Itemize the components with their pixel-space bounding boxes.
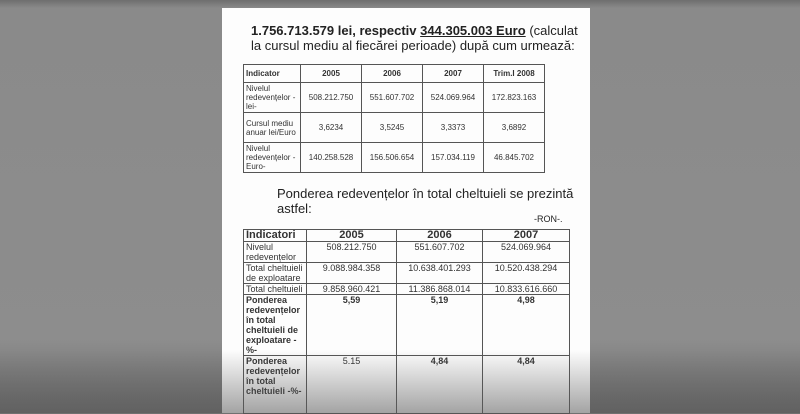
cell: 10.833.616.660 xyxy=(482,283,570,295)
cell: 5.15 xyxy=(306,355,397,414)
cell: 551.607.702 xyxy=(361,82,423,113)
cell: 524.069.964 xyxy=(482,241,570,263)
cell: 5,19 xyxy=(396,294,483,356)
header-cell: Indicatori xyxy=(243,229,307,242)
cell: 10.638.401.293 xyxy=(396,262,483,284)
row-label: Total cheltuieli xyxy=(243,283,307,295)
table-row: Ponderea redevențelor în total cheltuiel… xyxy=(243,355,570,414)
header-cell: 2006 xyxy=(361,64,423,83)
cell: 5,59 xyxy=(306,294,397,356)
cell: 3,6234 xyxy=(300,112,362,143)
row-label: Ponderea redevențelor în total cheltuiel… xyxy=(243,294,307,356)
cell: 157.034.119 xyxy=(422,142,484,173)
header-cell: 2005 xyxy=(300,64,362,83)
cell: 9.088.984.358 xyxy=(306,262,397,284)
cell: 3,6892 xyxy=(483,112,545,143)
cell: 508.212.750 xyxy=(306,241,397,263)
row-label: Nivelul redevențelor -Euro- xyxy=(243,142,301,173)
header-cell: 2005 xyxy=(306,229,397,242)
section-subtitle: Ponderea redevențelor în total cheltuiel… xyxy=(277,186,574,216)
cell: 4,84 xyxy=(396,355,483,414)
table-row: Nivelul redevențelor 508.212.750 551.607… xyxy=(243,241,570,263)
row-label: Cursul mediu anuar lei/Euro xyxy=(243,112,301,143)
intro-paragraph: 1.756.713.579 lei, respectiv 344.305.003… xyxy=(251,23,591,53)
row-label: Total cheltuieli de exploatare xyxy=(243,262,307,284)
table-row: Total cheltuieli 9.858.960.421 11.386.86… xyxy=(243,283,570,295)
share-table: Indicatori 2005 2006 2007 Nivelul redeve… xyxy=(243,229,570,414)
amount-euro: 344.305.003 Euro xyxy=(420,23,526,38)
intro-rest: (calculat la cursul mediu al fiecărei pe… xyxy=(251,23,578,53)
cell: 11.386.868.014 xyxy=(396,283,483,295)
amount-lei: 1.756.713.579 lei, xyxy=(251,23,356,38)
header-cell: 2006 xyxy=(396,229,483,242)
table-row: Nivelul redevențelor -lei- 508.212.750 5… xyxy=(243,82,545,113)
row-label: Ponderea redevențelor în total cheltuiel… xyxy=(243,355,307,414)
cell: 46.845.702 xyxy=(483,142,545,173)
table-row: Total cheltuieli de exploatare 9.088.984… xyxy=(243,262,570,284)
cell: 508.212.750 xyxy=(300,82,362,113)
cell: 3,3373 xyxy=(422,112,484,143)
cell: 140.258.528 xyxy=(300,142,362,173)
header-cell: 2007 xyxy=(422,64,484,83)
header-cell: Indicator xyxy=(243,64,301,83)
cell: 3,5245 xyxy=(361,112,423,143)
cell: 4,84 xyxy=(482,355,570,414)
cell: 9.858.960.421 xyxy=(306,283,397,295)
table-header-row: Indicatori 2005 2006 2007 xyxy=(243,229,570,242)
royalties-table: Indicator 2005 2006 2007 Trim.I 2008 Niv… xyxy=(243,64,545,173)
table-row: Nivelul redevențelor -Euro- 140.258.528 … xyxy=(243,142,545,173)
header-cell: Trim.I 2008 xyxy=(483,64,545,83)
table-header-row: Indicator 2005 2006 2007 Trim.I 2008 xyxy=(243,64,545,83)
cell: 551.607.702 xyxy=(396,241,483,263)
unit-label: -RON-. xyxy=(534,214,563,224)
cell: 4,98 xyxy=(482,294,570,356)
cell: 10.520.438.294 xyxy=(482,262,570,284)
cell: 156.506.654 xyxy=(361,142,423,173)
table-row: Cursul mediu anuar lei/Euro 3,6234 3,524… xyxy=(243,112,545,143)
respectiv-word: respectiv xyxy=(359,23,417,38)
header-cell: 2007 xyxy=(482,229,570,242)
cell: 172.823.163 xyxy=(483,82,545,113)
cell: 524.069.964 xyxy=(422,82,484,113)
row-label: Nivelul redevențelor xyxy=(243,241,307,263)
row-label: Nivelul redevențelor -lei- xyxy=(243,82,301,113)
document-page: 1.756.713.579 lei, respectiv 344.305.003… xyxy=(222,8,591,414)
table-row: Ponderea redevențelor în total cheltuiel… xyxy=(243,294,570,356)
